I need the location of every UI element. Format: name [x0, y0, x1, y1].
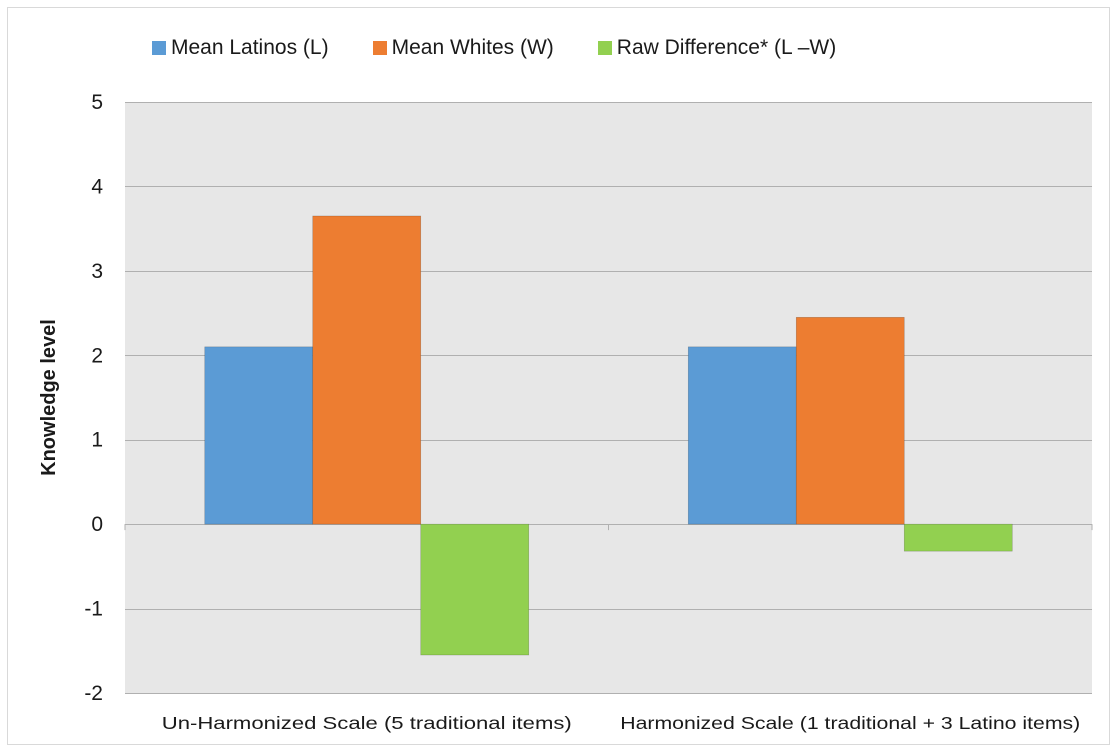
bar-mean-whites-1 — [795, 316, 905, 525]
y-tick-label: 1 — [91, 429, 103, 452]
bar-mean-whites-0 — [312, 215, 422, 525]
legend-swatch-mean-latinos — [152, 41, 166, 55]
legend-label-mean-whites: Mean Whites (W) — [391, 36, 554, 59]
bar-mean-latinos-1 — [687, 346, 797, 525]
legend-swatch-raw-difference — [597, 41, 612, 55]
y-tick-label: 5 — [91, 91, 103, 114]
legend-item-mean-latinos: Mean Latinos (L) — [152, 36, 329, 60]
y-tick-label: 3 — [91, 260, 103, 283]
legend-item-mean-whites: Mean Whites (W) — [372, 36, 554, 60]
x-category-label: Harmonized Scale (1 traditional + 3 Lati… — [620, 713, 1080, 733]
y-tick-label: 2 — [91, 344, 103, 367]
tick-layer: 5 4 3 2 1 0 -1 -2 Un-Harmonized Scale (5 traditi… — [84, 91, 1080, 733]
legend-item-raw-difference: Raw Difference* (L –W) — [597, 36, 837, 60]
y-tick-label: 0 — [91, 513, 103, 536]
bar-layer — [204, 215, 1013, 656]
x-category-label: Un-Harmonized Scale (5 traditional items… — [162, 713, 572, 733]
bar-raw-difference-0 — [420, 523, 530, 656]
legend-label-raw-difference: Raw Difference* (L –W) — [616, 36, 837, 59]
y-tick-label: -2 — [84, 682, 103, 705]
bar-mean-latinos-0 — [204, 346, 314, 525]
y-axis-title: Knowledge level — [38, 319, 60, 476]
y-tick-label: -1 — [84, 598, 103, 621]
y-tick-label: 4 — [91, 175, 103, 198]
bar-raw-difference-1 — [903, 523, 1013, 552]
legend: Mean Latinos (L) Mean Whites (W) Raw Dif… — [152, 36, 880, 60]
legend-swatch-mean-whites — [372, 41, 387, 55]
legend-label-mean-latinos: Mean Latinos (L) — [171, 36, 329, 59]
